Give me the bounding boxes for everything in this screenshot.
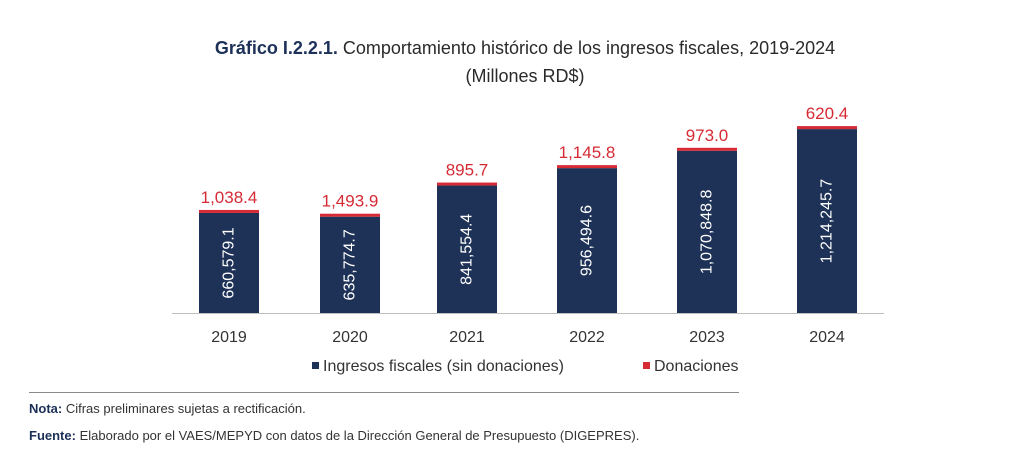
nota-label: Nota: bbox=[29, 401, 63, 416]
x-tick-label-2020: 2020 bbox=[332, 329, 368, 346]
label-donaciones-2019: 1,038.4 bbox=[201, 188, 258, 207]
label-ingresos-2020: 635,774.7 bbox=[342, 229, 359, 300]
x-tick-label-2024: 2024 bbox=[809, 329, 845, 346]
legend-swatch-ingresos bbox=[312, 362, 319, 369]
chart-title-prefix: Gráfico I.2.2.1. bbox=[214, 38, 338, 58]
label-donaciones-2020: 1,493.9 bbox=[322, 192, 379, 211]
chart-title-block: Gráfico I.2.2.1. Comportamiento históric… bbox=[0, 34, 1024, 90]
nota-line: Nota: Cifras preliminares sujetas a rect… bbox=[29, 401, 306, 416]
fuente-label: Fuente: bbox=[29, 428, 76, 443]
bar-ingresos-2019 bbox=[199, 212, 259, 313]
bar-ingresos-2021 bbox=[437, 185, 497, 313]
chart-subtitle: (Millones RD$) bbox=[465, 66, 585, 86]
label-ingresos-2021: 841,554.4 bbox=[459, 214, 476, 285]
bar-donaciones-2024 bbox=[797, 126, 857, 130]
x-tick-label-2023: 2023 bbox=[689, 329, 725, 346]
bar-ingresos-2023 bbox=[677, 150, 737, 313]
bar-ingresos-2020 bbox=[320, 216, 380, 313]
legend-label-donaciones: Donaciones bbox=[654, 358, 739, 375]
x-tick-label-2021: 2021 bbox=[449, 329, 485, 346]
chart-title-text: Comportamiento histórico de los ingresos… bbox=[337, 38, 836, 58]
label-ingresos-2023: 1,070,848.8 bbox=[699, 190, 716, 275]
bar-ingresos-2022 bbox=[557, 168, 617, 313]
fuente-line: Fuente: Elaborado por el VAES/MEPYD con … bbox=[29, 428, 639, 443]
label-donaciones-2024: 620.4 bbox=[806, 104, 849, 123]
label-donaciones-2022: 1,145.8 bbox=[559, 143, 616, 162]
fuente-text: Elaborado por el VAES/MEPYD con datos de… bbox=[75, 428, 640, 443]
bar-donaciones-2020 bbox=[320, 213, 380, 217]
bar-donaciones-2022 bbox=[557, 165, 617, 169]
notes-divider bbox=[29, 392, 739, 393]
label-donaciones-2023: 973.0 bbox=[686, 126, 729, 145]
x-tick-label-2022: 2022 bbox=[569, 329, 605, 346]
bar-donaciones-2021 bbox=[437, 182, 497, 186]
label-ingresos-2024: 1,214,245.7 bbox=[819, 179, 836, 264]
bar-ingresos-2024 bbox=[797, 129, 857, 313]
label-ingresos-2022: 956,494.6 bbox=[579, 205, 596, 276]
nota-text: Cifras preliminares sujetas a rectificac… bbox=[62, 401, 306, 416]
label-donaciones-2021: 895.7 bbox=[446, 161, 489, 180]
label-ingresos-2019: 660,579.1 bbox=[221, 227, 238, 298]
legend-label-ingresos: Ingresos fiscales (sin donaciones) bbox=[323, 358, 564, 375]
chart-title: Gráfico I.2.2.1. Comportamiento históric… bbox=[0, 34, 1024, 62]
bar-donaciones-2019 bbox=[199, 209, 259, 213]
legend-swatch-donaciones bbox=[643, 362, 650, 369]
x-tick-label-2019: 2019 bbox=[211, 329, 247, 346]
bar-donaciones-2023 bbox=[677, 147, 737, 151]
